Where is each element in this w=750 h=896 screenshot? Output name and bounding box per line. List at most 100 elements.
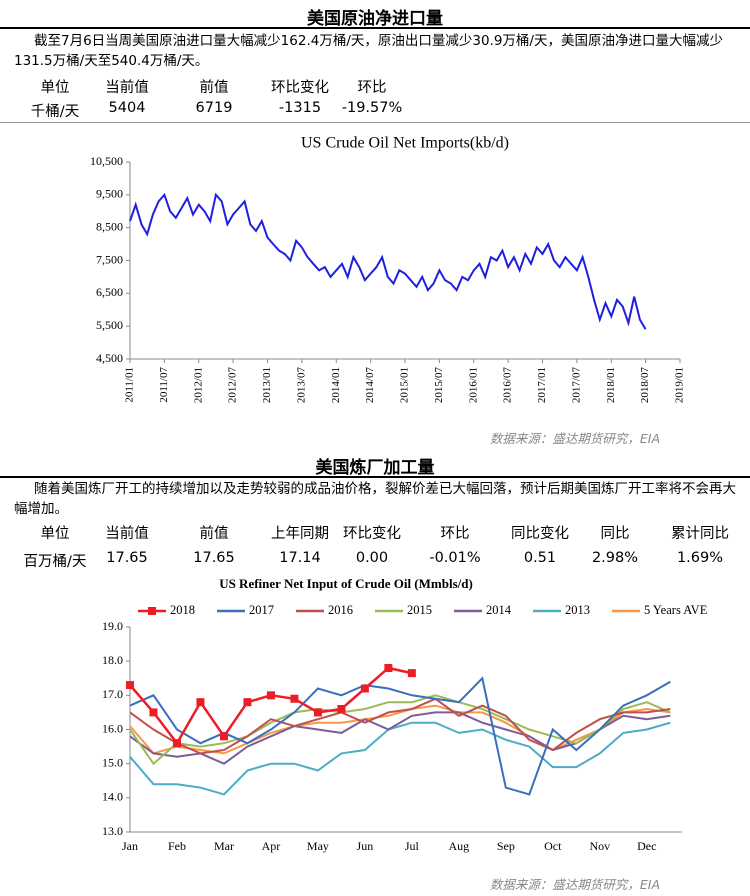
divider [0, 27, 750, 29]
legend-label: 2016 [328, 603, 353, 617]
x-tick-label: 2015/01 [399, 367, 411, 403]
series-line [129, 694, 671, 766]
x-tick-label: 2018/07 [639, 367, 651, 404]
x-tick-label: Apr [262, 839, 281, 853]
x-tick-label: 2017/07 [570, 367, 582, 404]
legend-label: 2013 [565, 603, 590, 617]
table-header: 环比 [357, 80, 387, 96]
paragraph: 截至7月6日当周美国原油进口量大幅减少162.4万桶/天，原油出口量减少30.9… [14, 33, 723, 69]
table-cell: 17.65 [106, 550, 148, 566]
table-cell: 2.98% [591, 550, 639, 566]
y-tick-label: 5,500 [96, 318, 123, 332]
x-tick-label: 2016/01 [467, 367, 479, 403]
x-tick-label: 2012/07 [227, 367, 239, 404]
chart-title: US Crude Oil Net Imports(kb/d) [301, 135, 509, 152]
x-tick-label: Jul [405, 839, 420, 853]
table-header: 同比 [600, 526, 630, 542]
table-header: 单位 [40, 526, 70, 542]
table-header: 环比变化 [271, 80, 329, 96]
y-tick-label: 16.0 [102, 721, 123, 735]
table-cell: 1.69% [676, 550, 724, 566]
legend-label: 2015 [407, 603, 432, 617]
section-title: 美国原油净进口量 [307, 9, 443, 29]
y-tick-label: 15.0 [102, 755, 123, 769]
x-tick-label: 2011/01 [124, 367, 136, 403]
y-tick-label: 4,500 [96, 351, 123, 365]
section-title: 美国炼厂加工量 [315, 458, 435, 478]
x-tick-label: 2011/07 [158, 367, 170, 403]
table-cell: 百万桶/天 [23, 554, 87, 570]
table-cell: 0.51 [523, 550, 557, 566]
y-tick-label: 13.0 [102, 824, 123, 838]
table-cell: -0.01% [429, 550, 481, 566]
y-tick-label: 14.0 [102, 790, 123, 804]
legend-label: 2014 [486, 603, 512, 617]
table-cell: 0.00 [355, 550, 389, 566]
x-tick-label: 2012/01 [192, 367, 204, 403]
point-marker [266, 691, 275, 700]
x-tick-label: Dec [637, 839, 656, 853]
y-tick-label: 10,500 [90, 154, 123, 168]
x-tick-label: 2014/01 [330, 367, 342, 403]
y-tick-label: 8,500 [96, 219, 123, 233]
legend-label: 2017 [249, 603, 274, 617]
x-tick-label: 2013/07 [295, 367, 307, 404]
table-cell: 17.14 [279, 550, 321, 566]
table-header: 上年同期 [271, 526, 329, 542]
x-tick-label: May [307, 839, 329, 853]
x-tick-label: 2019/01 [674, 367, 686, 403]
point-marker [172, 739, 181, 748]
table-header: 单位 [40, 80, 70, 96]
chart: US Crude Oil Net Imports(kb/d) 4,500 5,500… [90, 135, 686, 404]
x-tick-label: 2018/01 [605, 367, 617, 403]
table-header: 前值 [199, 80, 229, 96]
x-tick-label: 2013/01 [261, 367, 273, 403]
table-header: 环比变化 [343, 526, 401, 542]
table-cell: -1315 [278, 100, 322, 116]
source: 数据来源：盛达期货研究，EIA [489, 877, 660, 892]
series-line [129, 704, 671, 755]
table-header: 同比变化 [511, 526, 569, 542]
y-tick-label: 9,500 [96, 187, 123, 201]
x-tick-label: Oct [544, 839, 562, 853]
point-marker [384, 664, 393, 672]
point-marker [243, 698, 252, 707]
paragraph: 随着美国炼厂开工的持续增加以及走势较弱的成品油价格，裂解价差已大幅回落，预计后期… [14, 481, 736, 517]
table-header: 环比 [440, 526, 470, 542]
table-header: 累计同比 [671, 526, 729, 542]
chart-title: US Refiner Net Input of Crude Oil (Mmbls… [219, 576, 473, 591]
point-marker [360, 684, 369, 693]
table-cell: 千桶/天 [30, 104, 80, 120]
y-tick-label: 18.0 [102, 653, 123, 667]
series-line [129, 721, 671, 796]
table-cell: 6719 [195, 100, 233, 116]
divider [0, 476, 750, 478]
point-marker [407, 669, 416, 678]
x-tick-label: 2016/07 [502, 367, 514, 404]
y-tick-label: 6,500 [96, 285, 123, 299]
table-cell: -19.57% [341, 100, 403, 116]
x-tick-label: 2014/07 [364, 367, 376, 404]
point-marker [313, 708, 322, 717]
x-tick-label: Mar [214, 839, 234, 853]
x-tick-label: Sep [497, 839, 515, 853]
table-cell: 5404 [108, 100, 146, 116]
table-header: 前值 [199, 526, 229, 542]
series-line [129, 697, 671, 755]
chart: US Refiner Net Input of Crude Oil (Mmbls… [102, 576, 708, 853]
point-marker [219, 732, 228, 741]
legend-label: 2018 [170, 603, 195, 617]
divider [0, 122, 750, 123]
point-marker [196, 698, 205, 707]
x-tick-label: 2017/01 [536, 367, 548, 403]
x-tick-label: Feb [168, 839, 186, 853]
point-marker [126, 681, 134, 690]
x-tick-label: 2015/07 [433, 367, 445, 404]
point-marker [337, 705, 346, 713]
point-marker [149, 708, 158, 717]
y-tick-label: 17.0 [102, 687, 123, 701]
legend-marker [148, 607, 156, 615]
y-tick-label: 19.0 [102, 619, 123, 633]
source: 数据来源：盛达期货研究，EIA [489, 431, 660, 446]
x-tick-label: Jan [122, 839, 138, 853]
